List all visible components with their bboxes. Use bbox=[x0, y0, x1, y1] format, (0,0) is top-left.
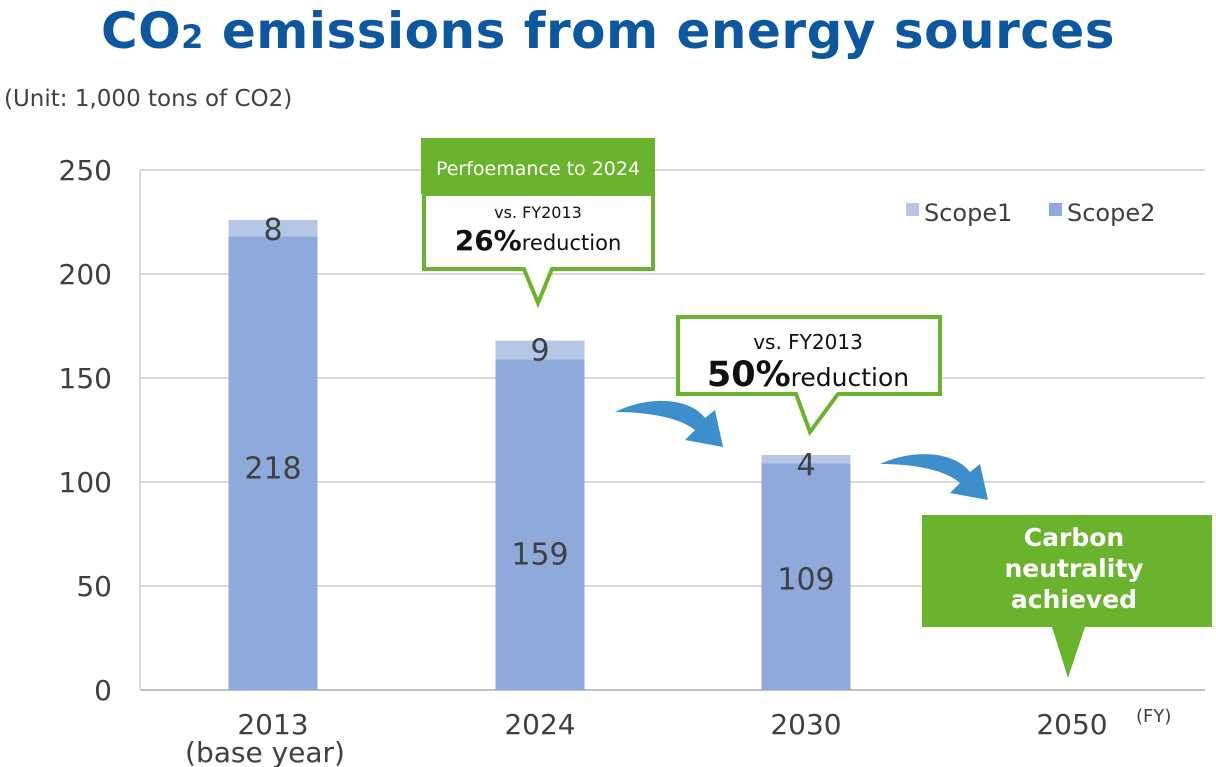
x-axis-unit: (FY) bbox=[1136, 706, 1171, 727]
chart-title: CO2 emissions from energy sources bbox=[100, 2, 1116, 60]
bar-scope1 bbox=[495, 340, 585, 360]
y-tick-label: 50 bbox=[76, 570, 112, 603]
arrow-icon bbox=[880, 454, 988, 500]
bar-scope2 bbox=[228, 236, 318, 690]
callout-line1: vs. FY2013 bbox=[494, 203, 582, 222]
y-tick-label: 150 bbox=[59, 362, 112, 395]
y-tick-label: 200 bbox=[59, 258, 112, 291]
data-label-scope1: 4 bbox=[796, 448, 815, 483]
x-tick-label: 2013 bbox=[237, 708, 308, 741]
legend-swatch-scope2 bbox=[1049, 203, 1062, 216]
callout-header bbox=[421, 138, 655, 194]
arrow-icon bbox=[615, 400, 723, 447]
bar-scope2 bbox=[495, 359, 585, 690]
bar-scope2 bbox=[761, 463, 851, 690]
data-label-scope2: 109 bbox=[777, 563, 834, 598]
callout-line1: vs. FY2013 bbox=[753, 330, 863, 354]
data-label-scope2: 218 bbox=[244, 451, 301, 486]
callout-header-text: Perfoemance to 2024 bbox=[436, 158, 640, 180]
unit-label: (Unit: 1,000 tons of CO2) bbox=[4, 86, 293, 112]
x-tick-label: 2050 bbox=[1036, 708, 1107, 741]
bar-scope1 bbox=[761, 454, 851, 464]
y-tick-label: 0 bbox=[94, 674, 112, 707]
x-tick-label: 2030 bbox=[770, 708, 841, 741]
data-label-scope2: 159 bbox=[511, 538, 568, 573]
x-tick-sublabel: (base year) bbox=[185, 736, 345, 767]
data-label-scope1: 9 bbox=[530, 334, 549, 369]
callout-box bbox=[676, 315, 942, 437]
data-label-scope1: 8 bbox=[263, 213, 282, 248]
y-tick-label: 250 bbox=[59, 154, 112, 187]
legend-label-scope2: Scope2 bbox=[1067, 199, 1155, 227]
carbon-neutral-callout bbox=[922, 515, 1212, 678]
callout-box bbox=[422, 192, 655, 309]
legend-label-scope1: Scope1 bbox=[924, 199, 1012, 227]
carbon-neutral-text: neutrality bbox=[1004, 554, 1143, 583]
carbon-neutral-text: achieved bbox=[1011, 585, 1137, 614]
callout-reduction: 26%reduction bbox=[455, 224, 622, 257]
carbon-neutral-text: Carbon bbox=[1024, 523, 1124, 552]
legend-swatch-scope1 bbox=[906, 203, 919, 216]
callout-reduction: 50%reduction bbox=[707, 355, 909, 395]
x-tick-label: 2024 bbox=[504, 708, 575, 741]
y-tick-label: 100 bbox=[59, 466, 112, 499]
bar-scope1 bbox=[228, 219, 318, 237]
